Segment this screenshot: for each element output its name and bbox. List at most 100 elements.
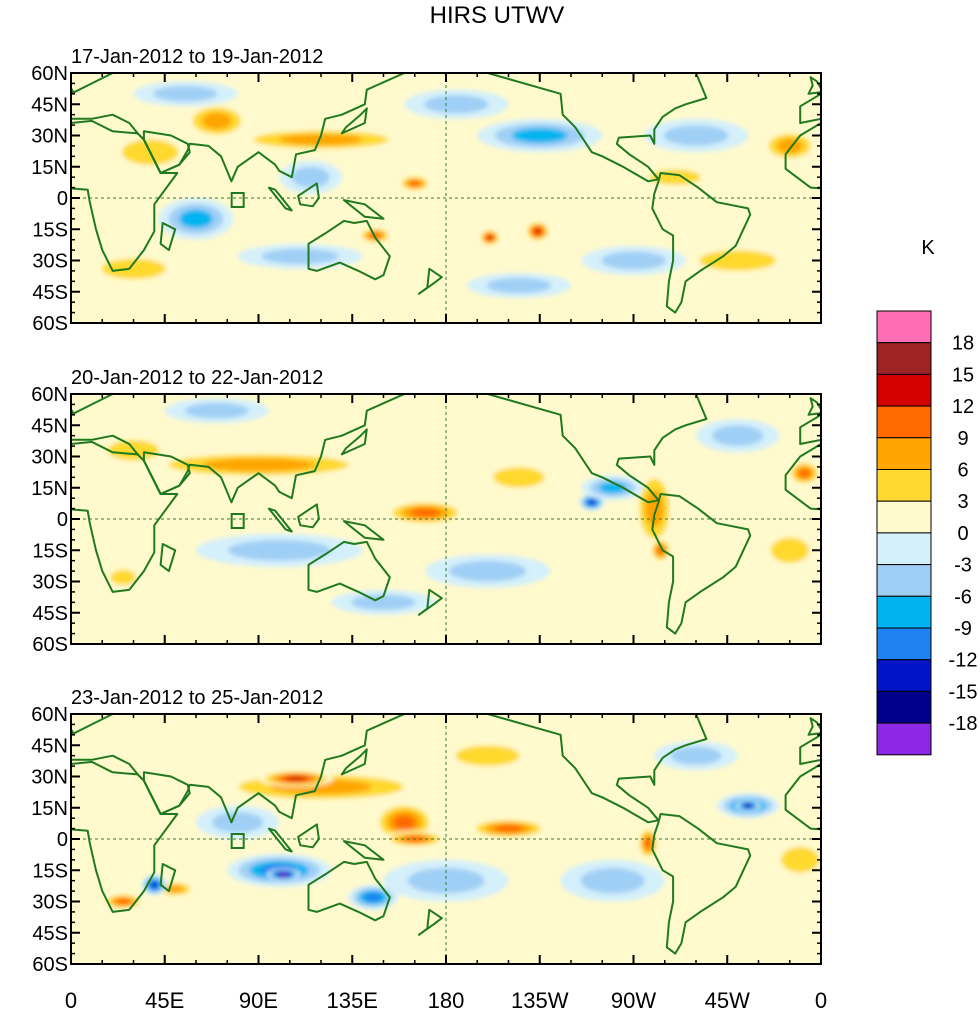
anomaly-contour bbox=[424, 95, 489, 114]
anomaly-contour bbox=[410, 508, 440, 518]
colorbar-level-label: 15 bbox=[952, 364, 974, 386]
y-tick-label: 0 bbox=[57, 188, 68, 210]
colorbar-level-label: -6 bbox=[954, 586, 972, 608]
y-tick-label: 30S bbox=[32, 892, 68, 914]
coastline-samerica bbox=[651, 172, 752, 314]
region-box bbox=[230, 513, 245, 529]
anomaly-contour bbox=[150, 881, 158, 888]
anomaly-contour bbox=[670, 746, 722, 765]
coastline-sumatra bbox=[267, 186, 293, 212]
coastline-japan bbox=[340, 107, 368, 135]
y-tick-label: 60S bbox=[32, 634, 68, 656]
colorbar-swatch bbox=[876, 564, 932, 597]
colorbar: 18 15 12 9 6 3 0 -3 -6 -9 -12 -15 -18 bbox=[876, 310, 978, 756]
chart-title: HIRS UTWV bbox=[430, 2, 565, 29]
colorbar-level-label: -12 bbox=[949, 650, 978, 672]
anomaly-contour bbox=[184, 402, 249, 419]
coastline-australia bbox=[307, 219, 391, 281]
x-tick-label: 135W bbox=[511, 988, 569, 1013]
anomaly-field bbox=[71, 714, 821, 964]
colorbar-level-label: -3 bbox=[954, 555, 972, 577]
anomaly-contour bbox=[407, 867, 485, 894]
y-tick-label: 45S bbox=[32, 923, 68, 945]
coastline-australia bbox=[307, 540, 391, 602]
colorbar-swatch bbox=[876, 690, 932, 724]
coastline-greenland bbox=[695, 73, 745, 74]
coastline-newguinea bbox=[342, 840, 385, 861]
coastline-japan bbox=[340, 428, 368, 456]
anomaly-field bbox=[71, 394, 821, 644]
colorbar-swatch bbox=[876, 437, 932, 470]
y-tick-label: 15S bbox=[32, 860, 68, 882]
coastline-namerica bbox=[465, 394, 708, 504]
anomaly-contour bbox=[115, 898, 131, 905]
coastline-sumatra bbox=[267, 507, 293, 533]
y-tick-label: 30N bbox=[31, 126, 68, 148]
coastline-borneo bbox=[297, 182, 320, 208]
anomaly-contour bbox=[780, 847, 820, 873]
coastline-greenland bbox=[695, 394, 745, 395]
colorbar-level-label: 3 bbox=[957, 491, 968, 513]
coastline-samerica bbox=[651, 813, 752, 955]
coastline-australia bbox=[307, 860, 391, 922]
x-tick-label: 45W bbox=[705, 988, 750, 1013]
y-tick-label: 30S bbox=[32, 251, 68, 273]
anomaly-contour bbox=[364, 893, 382, 902]
colorbar-swatch bbox=[876, 373, 932, 407]
colorbar-swatch bbox=[876, 500, 932, 534]
y-tick-label: 15S bbox=[32, 540, 68, 562]
x-tick-label: 90E bbox=[239, 988, 278, 1013]
panel-title: 20-Jan-2012 to 22-Jan-2012 bbox=[71, 367, 323, 389]
colorbar-swatch bbox=[876, 469, 932, 502]
colorbar-level-label: 6 bbox=[957, 460, 968, 482]
anomaly-contour bbox=[228, 539, 331, 561]
anomaly-contour bbox=[279, 134, 363, 146]
coastline-newzealand bbox=[417, 908, 443, 936]
coastline-sumatra bbox=[267, 827, 293, 853]
coastline-eurasia bbox=[71, 73, 447, 183]
coastline-madagascar bbox=[159, 222, 177, 252]
y-tick-label: 45N bbox=[31, 94, 68, 116]
coastline-eurasia bbox=[71, 714, 447, 824]
anomaly-contour bbox=[712, 425, 764, 446]
anomaly-contour bbox=[212, 812, 264, 833]
y-tick-label: 45N bbox=[31, 415, 68, 437]
anomaly-contour bbox=[291, 166, 330, 188]
y-tick-label: 45N bbox=[31, 735, 68, 757]
y-tick-label: 60S bbox=[32, 313, 68, 335]
anomaly-contour bbox=[663, 125, 729, 146]
anomaly-contour bbox=[601, 251, 666, 270]
coastline-newzealand bbox=[417, 588, 443, 616]
y-tick-label: 15N bbox=[31, 798, 68, 820]
colorbar-swatch bbox=[876, 405, 932, 439]
coastlines bbox=[71, 394, 821, 635]
anomaly-contour bbox=[770, 537, 809, 564]
coastline-arabia bbox=[142, 771, 191, 815]
anomaly-contour bbox=[534, 228, 542, 235]
x-tick-label: 0 bbox=[815, 988, 827, 1013]
x-tick-label: 0 bbox=[65, 988, 77, 1013]
anomaly-contour bbox=[699, 250, 777, 271]
y-tick-label: 0 bbox=[57, 509, 68, 531]
coastline-newguinea bbox=[342, 520, 385, 541]
x-tick-label: 90W bbox=[611, 988, 656, 1013]
anomaly-contour bbox=[351, 594, 416, 611]
anomaly-contour bbox=[798, 468, 811, 478]
anomaly-contour bbox=[449, 560, 527, 582]
colorbar-level-label: 9 bbox=[957, 428, 968, 450]
y-tick-label: 15S bbox=[32, 219, 68, 241]
y-tick-label: 45S bbox=[32, 603, 68, 625]
colorbar-swatch bbox=[876, 342, 932, 375]
anomaly-contour bbox=[101, 258, 166, 280]
y-tick-label: 15N bbox=[31, 157, 68, 179]
colorbar-level-label: -9 bbox=[954, 618, 972, 640]
coastline-greenland bbox=[695, 714, 745, 715]
colorbar-swatch bbox=[876, 659, 932, 692]
colorbar-unit-label: K bbox=[921, 237, 935, 259]
coastline-arabia bbox=[142, 130, 191, 174]
anomaly-contour bbox=[261, 248, 339, 265]
y-tick-label: 30S bbox=[32, 572, 68, 594]
anomaly-contour bbox=[153, 86, 218, 102]
colorbar-swatch bbox=[876, 532, 932, 566]
